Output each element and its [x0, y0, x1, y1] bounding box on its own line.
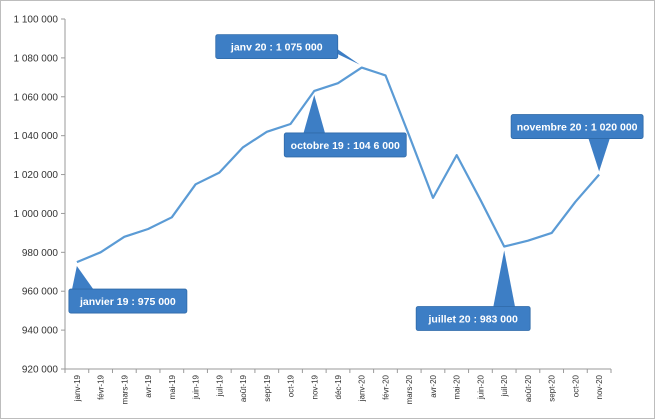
callout-label: janv 20 : 1 075 000	[230, 42, 323, 54]
y-tick-label: 960 000	[22, 287, 59, 298]
callout-label: octobre 19 : 104 6 000	[291, 140, 400, 152]
callout-box	[283, 132, 407, 158]
x-tick-label: févr-19	[97, 374, 106, 399]
x-tick-label: janv-20	[358, 374, 367, 402]
callout-label: juillet 20 : 983 000	[428, 314, 518, 326]
y-tick-label: 1 040 000	[14, 131, 59, 142]
series-line	[76, 66, 600, 264]
x-tick-label: août-19	[239, 374, 248, 402]
x-tick-label: juil-19	[215, 374, 224, 397]
x-tick-label: sept-20	[548, 374, 557, 401]
callout-pointer	[71, 266, 94, 291]
y-tick-label: 920 000	[22, 365, 59, 376]
callout-pointer	[588, 137, 611, 172]
y-tick-label: 980 000	[22, 248, 59, 259]
x-tick-label: mars-20	[405, 374, 414, 404]
callout-label: janvier 19 : 975 000	[79, 296, 176, 308]
x-tick-label: juin-19	[192, 374, 201, 400]
callout-box	[510, 114, 644, 139]
x-tick-label: mars-19	[120, 374, 129, 404]
x-tick-label: déc-19	[334, 374, 343, 399]
x-tick-label: avr-20	[429, 374, 438, 397]
callout-box	[415, 306, 531, 331]
callout-box	[68, 288, 188, 314]
x-tick-label: nov-19	[310, 374, 319, 399]
x-tick-label: mai-20	[453, 374, 462, 399]
callout-label: novembre 20 : 1 020 000	[517, 122, 638, 134]
y-tick-label: 1 100 000	[14, 15, 59, 26]
y-tick-label: 1 060 000	[14, 92, 59, 103]
y-tick-label: 1 020 000	[14, 170, 59, 181]
x-tick-label: févr-20	[381, 374, 390, 399]
x-tick-label: juin-20	[476, 374, 485, 400]
y-tick-label: 1 080 000	[14, 53, 59, 64]
y-tick-label: 1 000 000	[14, 209, 59, 220]
callout-box	[215, 34, 339, 60]
x-tick-label: oct-20	[571, 374, 580, 397]
x-tick-label: avr-19	[144, 374, 153, 397]
x-tick-label: oct-19	[287, 374, 296, 397]
x-tick-label: janv-19	[73, 374, 82, 402]
callout-pointer	[493, 250, 516, 308]
x-tick-label: juil-20	[500, 374, 509, 397]
x-tick-label: nov-20	[595, 374, 604, 399]
x-tick-label: mai-19	[168, 374, 177, 399]
x-tick-label: août-20	[524, 374, 533, 402]
callout-pointer	[303, 94, 326, 134]
x-tick-label: sept-19	[263, 374, 272, 401]
y-tick-label: 940 000	[22, 326, 59, 337]
